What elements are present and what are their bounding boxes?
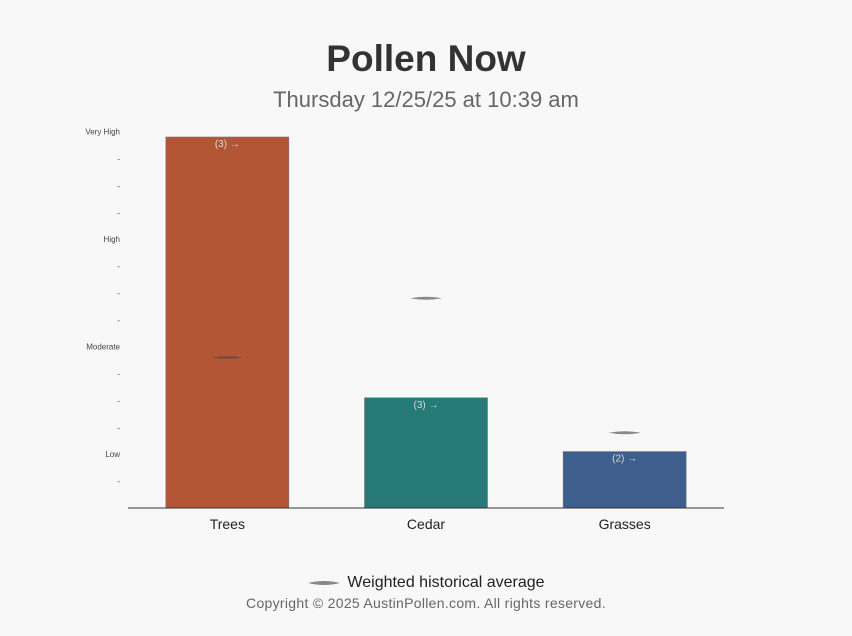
y-tick-label: -	[117, 289, 120, 298]
y-tick-label: -	[117, 423, 120, 432]
bar-trees	[165, 136, 290, 509]
bar-data-label: (3) →	[414, 400, 439, 411]
historical-average-marker	[410, 296, 442, 300]
y-tick-label: -	[117, 181, 120, 190]
bar-data-label: (3) →	[215, 139, 240, 150]
historical-average-marker	[211, 355, 244, 359]
y-tick-label: Low	[105, 450, 120, 459]
y-tick-label: -	[117, 155, 120, 164]
y-tick-label: -	[117, 477, 120, 486]
legend-label: Weighted historical average	[347, 574, 545, 591]
chart-legend: Weighted historical average	[0, 574, 852, 592]
copyright-notice: Copyright © 2025 AustinPollen.com. All r…	[246, 595, 606, 611]
bar-grasses	[562, 451, 687, 509]
x-tick-label: Grasses	[599, 516, 651, 532]
y-tick-label: -	[117, 262, 120, 271]
y-tick-label: Moderate	[86, 343, 120, 352]
y-tick-label: -	[117, 316, 120, 325]
x-tick-label: Cedar	[407, 516, 445, 532]
historical-average-marker	[608, 431, 641, 435]
historical-average-legend-marker	[308, 580, 341, 585]
x-tick-label: Trees	[210, 516, 245, 532]
chart-subtitle: Thursday 12/25/25 at 10:39 am	[273, 87, 579, 112]
y-tick-label: -	[117, 208, 120, 217]
y-tick-label: -	[117, 396, 120, 405]
bar-data-label: (2) →	[612, 454, 637, 465]
bar-cedar	[364, 397, 488, 509]
y-tick-label: Very High	[85, 128, 120, 137]
y-tick-label: -	[117, 370, 120, 379]
chart-title: Pollen Now	[326, 38, 526, 79]
pollen-bar-chart: - Low - - - Moderate - - - High - - - Very High (3) → T…	[85, 128, 724, 532]
y-tick-label: High	[104, 235, 120, 244]
